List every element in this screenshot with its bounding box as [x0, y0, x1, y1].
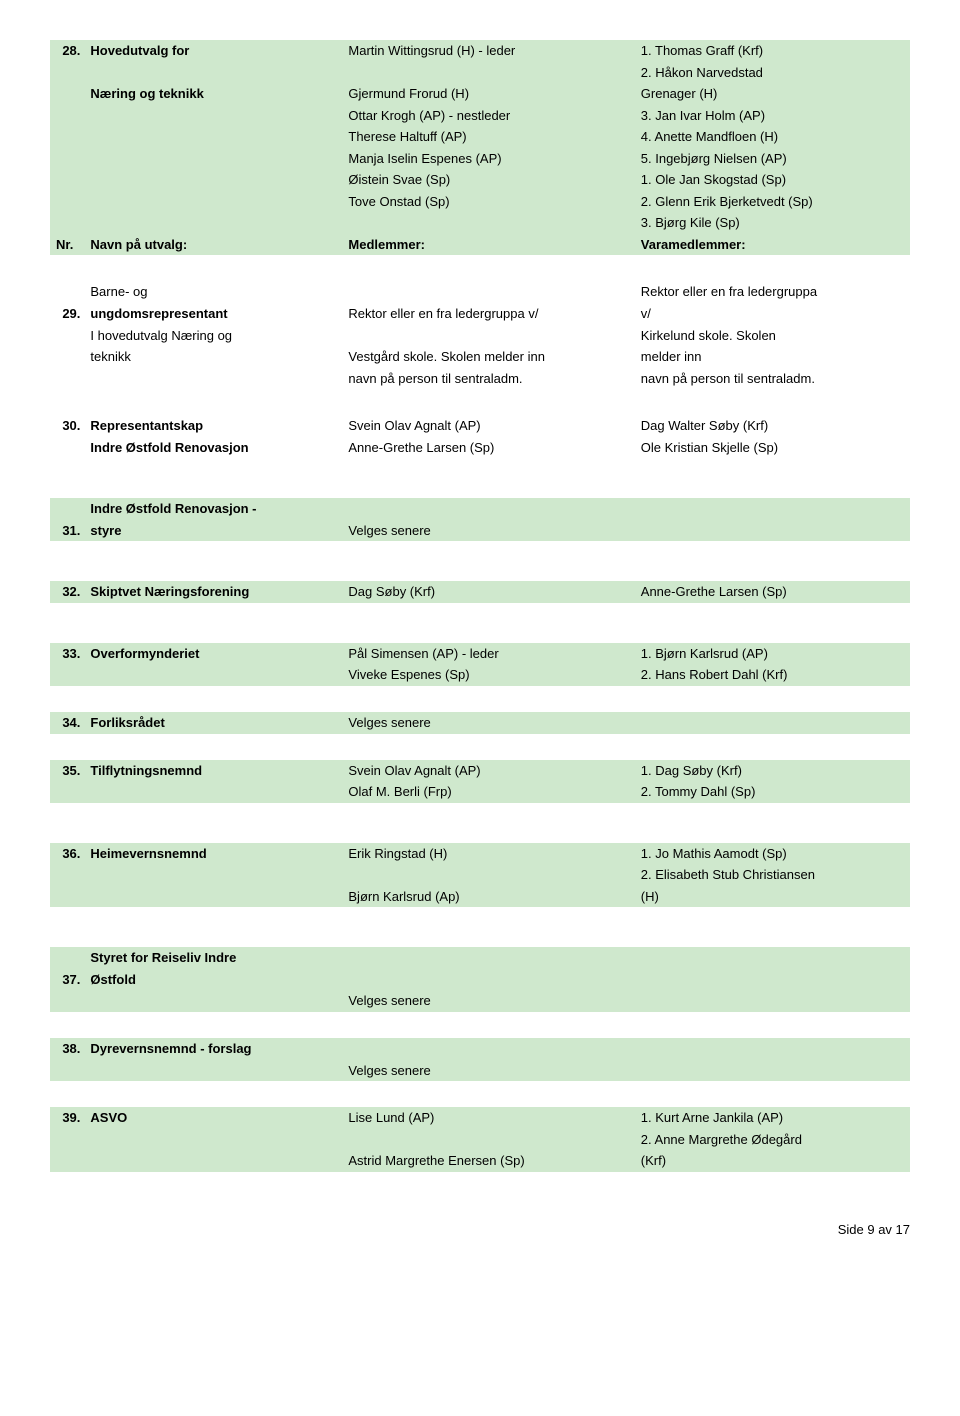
item-number: 28.: [50, 40, 84, 62]
row-28: 28. Hovedutvalg for Martin Wittingsrud (…: [50, 40, 910, 62]
velges-senere-cell: Velges senere: [342, 712, 634, 734]
document-table: 28. Hovedutvalg for Martin Wittingsrud (…: [50, 40, 910, 1172]
member-cell: Martin Wittingsrud (H) - leder: [342, 40, 634, 62]
row-33: 33. Overformynderiet Pål Simensen (AP) -…: [50, 643, 910, 665]
column-header: Nr. Navn på utvalg: Medlemmer: Varamedle…: [50, 234, 910, 256]
row-35: 35. Tilflytningsnemnd Svein Olav Agnalt …: [50, 760, 910, 782]
velges-senere-cell: Velges senere: [342, 520, 634, 542]
row-39: 39. ASVO Lise Lund (AP) 1. Kurt Arne Jan…: [50, 1107, 910, 1129]
header-med: Medlemmer:: [342, 234, 634, 256]
row-37: Styret for Reiseliv Indre: [50, 947, 910, 969]
vara-cell: 1. Thomas Graff (Krf): [635, 40, 910, 62]
velges-senere-cell: Velges senere: [342, 1060, 634, 1082]
header-nr: Nr.: [50, 234, 84, 256]
row-34: 34. Forliksrådet Velges senere: [50, 712, 910, 734]
row-32: 32. Skiptvet Næringsforening Dag Søby (K…: [50, 581, 910, 603]
header-navn: Navn på utvalg:: [84, 234, 342, 256]
velges-senere-cell: Velges senere: [342, 990, 634, 1012]
item-title: Hovedutvalg for: [84, 40, 342, 62]
page-footer: Side 9 av 17: [50, 1222, 910, 1237]
row-31: Indre Østfold Renovasjon -: [50, 498, 910, 520]
row-30: 30. Representantskap Svein Olav Agnalt (…: [50, 415, 910, 437]
header-vara: Varamedlemmer:: [635, 234, 910, 256]
row-36: 36. Heimevernsnemnd Erik Ringstad (H) 1.…: [50, 843, 910, 865]
row-38: 38. Dyrevernsnemnd - forslag: [50, 1038, 910, 1060]
row-29: Barne- og Rektor eller en fra ledergrupp…: [50, 281, 910, 303]
